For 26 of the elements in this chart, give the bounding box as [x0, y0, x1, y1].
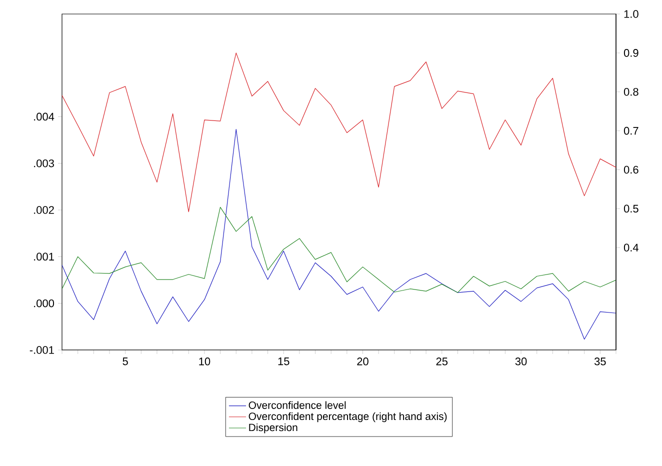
x-tick-label: 30	[515, 358, 527, 366]
y2-tick-label: 0.7	[624, 126, 638, 135]
y-tick-label: .001	[34, 252, 54, 261]
y-tick-label: .004	[34, 112, 54, 121]
y-tick-label: .000	[34, 299, 54, 308]
y2-tick-label: 0.4	[624, 244, 638, 252]
y2-tick-label: 0.5	[624, 204, 638, 213]
x-tick-label: 10	[199, 358, 210, 366]
y2-tick-label: 1.0	[624, 10, 638, 18]
x-tick-label: 25	[436, 358, 448, 366]
line-series	[62, 206, 616, 293]
legend-label: Overconfidence level	[248, 401, 346, 409]
x-tick-label: 5	[122, 358, 128, 366]
x-tick-label: 15	[278, 358, 290, 366]
x-tick-label: 35	[594, 358, 606, 366]
y-tick-label: .002	[34, 206, 54, 214]
y2-tick-label: 0.9	[624, 49, 638, 57]
line-series	[62, 128, 616, 340]
line-series	[62, 52, 616, 212]
y2-tick-label: 0.6	[624, 166, 638, 174]
legend-label: Dispersion	[249, 423, 298, 434]
y-tick-label: -.001	[30, 346, 54, 354]
y2-tick-label: 0.8	[624, 88, 638, 96]
legend-label: Overconfident percentage (right hand axis)	[248, 412, 447, 422]
y-tick-label: .003	[34, 159, 54, 168]
x-tick-label: 20	[357, 358, 368, 366]
